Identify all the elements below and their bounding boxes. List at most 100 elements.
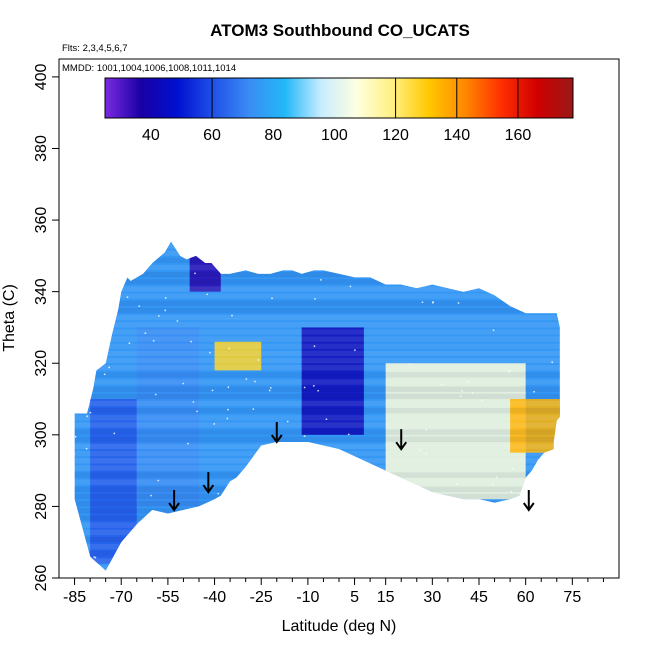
- field-streak: [74, 551, 560, 557]
- field-streak: [74, 501, 560, 507]
- field-sample-dot: [94, 241, 97, 243]
- field-sample-dot: [60, 480, 62, 482]
- y-axis-label: Theta (C): [1, 284, 18, 352]
- x-tick-label: -70: [110, 589, 133, 606]
- field-sample-dot: [408, 363, 411, 366]
- field-sample-dot: [606, 470, 608, 472]
- field-sample-dot: [252, 408, 255, 410]
- field-sample-dot: [271, 297, 273, 300]
- field-streak: [74, 393, 560, 400]
- field-sample-dot: [194, 272, 196, 275]
- field-sample-dot: [580, 374, 582, 376]
- field-sample-dot: [379, 536, 382, 539]
- field-sample-dot: [231, 314, 233, 317]
- y-axis: 260 280 300 320 340 360 380 400: [33, 63, 59, 591]
- arrow-head: [395, 441, 408, 451]
- field-streak: [74, 329, 560, 335]
- y-tick-label: 380: [33, 135, 50, 162]
- field-streak: [74, 558, 560, 564]
- field-sample-dot: [227, 386, 230, 389]
- colorbar-tick-label: 60: [203, 127, 221, 144]
- field-sample-dot: [507, 286, 510, 289]
- field-sample-dot: [106, 284, 109, 287]
- field-sample-dot: [510, 293, 512, 296]
- field-streak: [74, 314, 560, 321]
- field-streak: [74, 286, 560, 292]
- field-sample-dot: [362, 249, 365, 252]
- field-sample-dot: [129, 246, 132, 249]
- y-tick-label: 280: [33, 493, 50, 520]
- field-sample-dot: [113, 432, 116, 435]
- y-tick-label: 400: [33, 63, 50, 90]
- x-tick-label: -40: [203, 589, 226, 606]
- field-streak: [74, 436, 560, 442]
- field-sample-dot: [428, 516, 431, 518]
- field-sample-dot: [351, 550, 354, 552]
- field-sample-dot: [195, 554, 198, 556]
- arrow-head: [202, 484, 215, 494]
- field-sample-dot: [604, 432, 606, 434]
- field-sample-dot: [72, 550, 74, 552]
- field-streak: [74, 386, 560, 392]
- field-streak: [74, 343, 560, 349]
- field-streak: [74, 379, 560, 385]
- field-sample-dot: [226, 417, 229, 420]
- field-sample-dot: [440, 383, 443, 386]
- field-streak: [74, 458, 560, 464]
- x-tick-label: 30: [423, 589, 441, 606]
- colorbar-tick-label: 160: [505, 127, 532, 144]
- y-tick-label: 320: [33, 350, 50, 377]
- field-sample-dot: [67, 432, 69, 434]
- field-sample-dot: [510, 490, 513, 493]
- field-streak: [74, 529, 560, 536]
- field-sample-dot: [303, 435, 306, 438]
- field-sample-dot: [261, 252, 264, 255]
- field-feature-1: [136, 327, 199, 507]
- field-streak: [74, 264, 560, 271]
- x-tick-label: -10: [296, 589, 319, 606]
- field-streak: [74, 357, 560, 364]
- arrow-head: [522, 502, 535, 512]
- field-sample-dot: [160, 533, 163, 536]
- field-streak: [74, 372, 560, 378]
- field-sample-dot: [461, 390, 464, 392]
- field-sample-dot: [614, 454, 616, 456]
- field-sample-dot: [457, 302, 460, 304]
- field-sample-dot: [86, 415, 88, 418]
- field-sample-dot: [138, 305, 141, 308]
- field-sample-dot: [66, 450, 68, 452]
- field-sample-dot: [213, 423, 216, 425]
- field-sample-dot: [86, 310, 89, 312]
- field-sample-dot: [573, 471, 575, 473]
- field-sample-dot: [190, 340, 193, 343]
- arrow-head: [168, 502, 180, 512]
- field-sample-dot: [317, 268, 320, 270]
- field-sample-dot: [428, 564, 431, 567]
- field-sample-dot: [268, 389, 271, 392]
- field-streak: [74, 307, 560, 314]
- field-sample-dot: [192, 401, 195, 403]
- heatmap-field: [60, 241, 616, 571]
- field-feature-4: [385, 363, 526, 500]
- field-sample-dot: [425, 428, 428, 431]
- field-sample-dot: [465, 241, 468, 243]
- field-sample-dot: [601, 540, 603, 542]
- x-tick-label: -25: [250, 589, 273, 606]
- field-streak: [74, 515, 560, 521]
- field-sample-dot: [157, 479, 160, 482]
- field-streak: [74, 250, 560, 256]
- field-sample-dot: [265, 251, 268, 254]
- chart-title: ATOM3 Southbound CO_UCATS: [210, 21, 470, 40]
- field-streak: [74, 365, 560, 371]
- field-sample-dot: [157, 314, 160, 317]
- field-sample-dot: [312, 384, 315, 387]
- field-sample-dot: [164, 309, 167, 312]
- field-sample-dot: [317, 389, 320, 392]
- y-tick-label: 340: [33, 278, 50, 305]
- field-sample-dot: [404, 485, 407, 488]
- field-streak: [74, 415, 560, 421]
- field-streak: [74, 536, 560, 543]
- colorbar-tick-label: 120: [382, 127, 409, 144]
- field-sample-dot: [217, 492, 220, 495]
- field-streak: [74, 479, 560, 485]
